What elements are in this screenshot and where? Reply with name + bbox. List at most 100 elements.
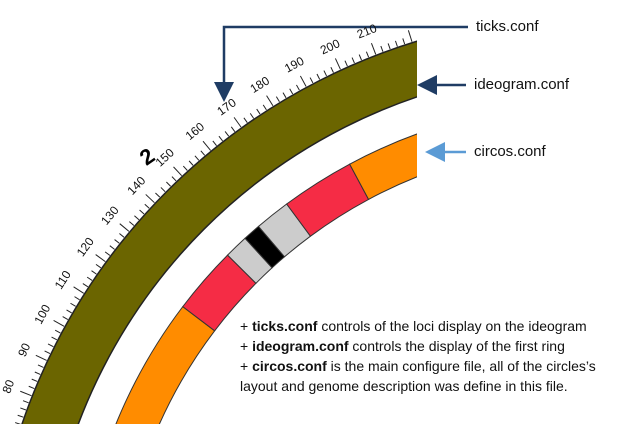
tick-label: 160 [183, 119, 208, 143]
tick-mark [296, 84, 300, 91]
note-text: is the main configure file, all of the c… [327, 358, 596, 374]
tick-mark [387, 43, 391, 50]
tick-mark [224, 131, 230, 137]
tick-mark [145, 194, 155, 204]
tick-mark [173, 166, 183, 177]
note-text: controls of the loci display on the ideo… [317, 318, 586, 334]
tick-mark [134, 215, 140, 221]
tick-mark [166, 181, 171, 187]
tick-mark [407, 30, 413, 42]
tick-mark [139, 209, 145, 215]
callout: ideogram.conf [474, 76, 570, 93]
tick-mark [249, 113, 255, 119]
tick-mark [62, 316, 69, 321]
tick-label: 190 [282, 54, 307, 76]
tick-mark [28, 385, 35, 389]
tick-label: 210 [355, 21, 379, 41]
tick-mark [34, 371, 41, 375]
tick-mark [309, 77, 314, 84]
tick-mark [218, 135, 223, 142]
note-text: + [240, 338, 252, 354]
tick-label: 90 [15, 341, 33, 359]
tick-mark [188, 160, 194, 166]
tick-mark [380, 45, 384, 52]
tick-label: 120 [74, 234, 97, 259]
tick-mark [394, 40, 398, 47]
tick-label: 170 [214, 95, 239, 118]
tick-mark [129, 221, 135, 226]
tick-label: 110 [52, 268, 74, 292]
tick-mark [212, 140, 217, 146]
tick-mark [160, 187, 166, 193]
tick-mark [344, 60, 348, 67]
tick-mark [47, 343, 54, 348]
tick-mark [53, 320, 65, 327]
note-line: + circos.conf is the main configure file… [240, 358, 596, 374]
circos-plot [15, 30, 417, 424]
tick-mark [95, 254, 106, 263]
tick-mark [351, 57, 355, 64]
tick-mark [35, 354, 47, 361]
tick-mark [74, 296, 80, 301]
tick-mark [22, 400, 29, 404]
tick-mark [262, 104, 267, 111]
tick-mark [282, 92, 287, 99]
tick-mark [86, 276, 93, 281]
tick-mark [73, 286, 84, 294]
tick-mark [358, 54, 362, 61]
tick-mark [230, 126, 236, 132]
tick-mark [66, 309, 72, 314]
tick-mark [20, 390, 32, 397]
note-text: + [240, 358, 252, 374]
tick-mark [266, 95, 274, 107]
tick-mark [70, 302, 76, 307]
tick-mark [402, 38, 406, 45]
tick-mark [194, 155, 200, 161]
ring-segment [348, 133, 417, 201]
note-keyword: circos.conf [252, 358, 327, 374]
tick-mark [330, 66, 334, 73]
tick-mark [31, 378, 38, 382]
tick-mark [109, 245, 115, 250]
tick-mark [95, 263, 102, 269]
tick-mark [37, 364, 44, 368]
tick-label: 80 [0, 377, 17, 395]
tick-mark [200, 150, 206, 156]
tick-mark [82, 283, 89, 288]
tick-mark [202, 140, 211, 151]
tick-mark [323, 70, 328, 77]
tick-mark [256, 108, 261, 115]
tick-mark [155, 192, 161, 198]
tick-mark [182, 165, 188, 171]
tick-mark [44, 350, 51, 354]
tick-mark [334, 58, 341, 70]
note-line: layout and genome description was define… [240, 378, 568, 394]
note-line: + ideogram.conf controls the display of … [240, 338, 565, 354]
callout: ticks.conf [476, 18, 539, 35]
tick-mark [91, 270, 97, 275]
tick-mark [275, 96, 280, 103]
note-keyword: ticks.conf [252, 318, 318, 334]
tick-mark [104, 251, 111, 256]
note-text: controls the display of the first ring [349, 338, 565, 354]
note-text: layout and genome description was define… [240, 378, 568, 394]
tick-mark [119, 223, 130, 232]
tick-label: 130 [98, 203, 122, 228]
note-text: + [240, 318, 252, 334]
note-keyword: ideogram.conf [252, 338, 349, 354]
tick-mark [54, 329, 61, 334]
tick-mark [119, 233, 125, 238]
tick-label: 140 [124, 173, 148, 197]
tick-mark [365, 51, 370, 58]
tick-mark [171, 176, 177, 182]
tick-mark [114, 239, 120, 244]
tick-mark [243, 117, 248, 123]
tick-mark [51, 336, 58, 341]
ideogram-band [21, 40, 417, 424]
tick-mark [17, 414, 24, 418]
notes: + ticks.conf controls of the loci displa… [240, 318, 596, 394]
ticks-arrow [214, 25, 468, 102]
tick-mark [20, 407, 27, 411]
tick-mark [144, 203, 150, 209]
tick-mark [316, 73, 321, 80]
